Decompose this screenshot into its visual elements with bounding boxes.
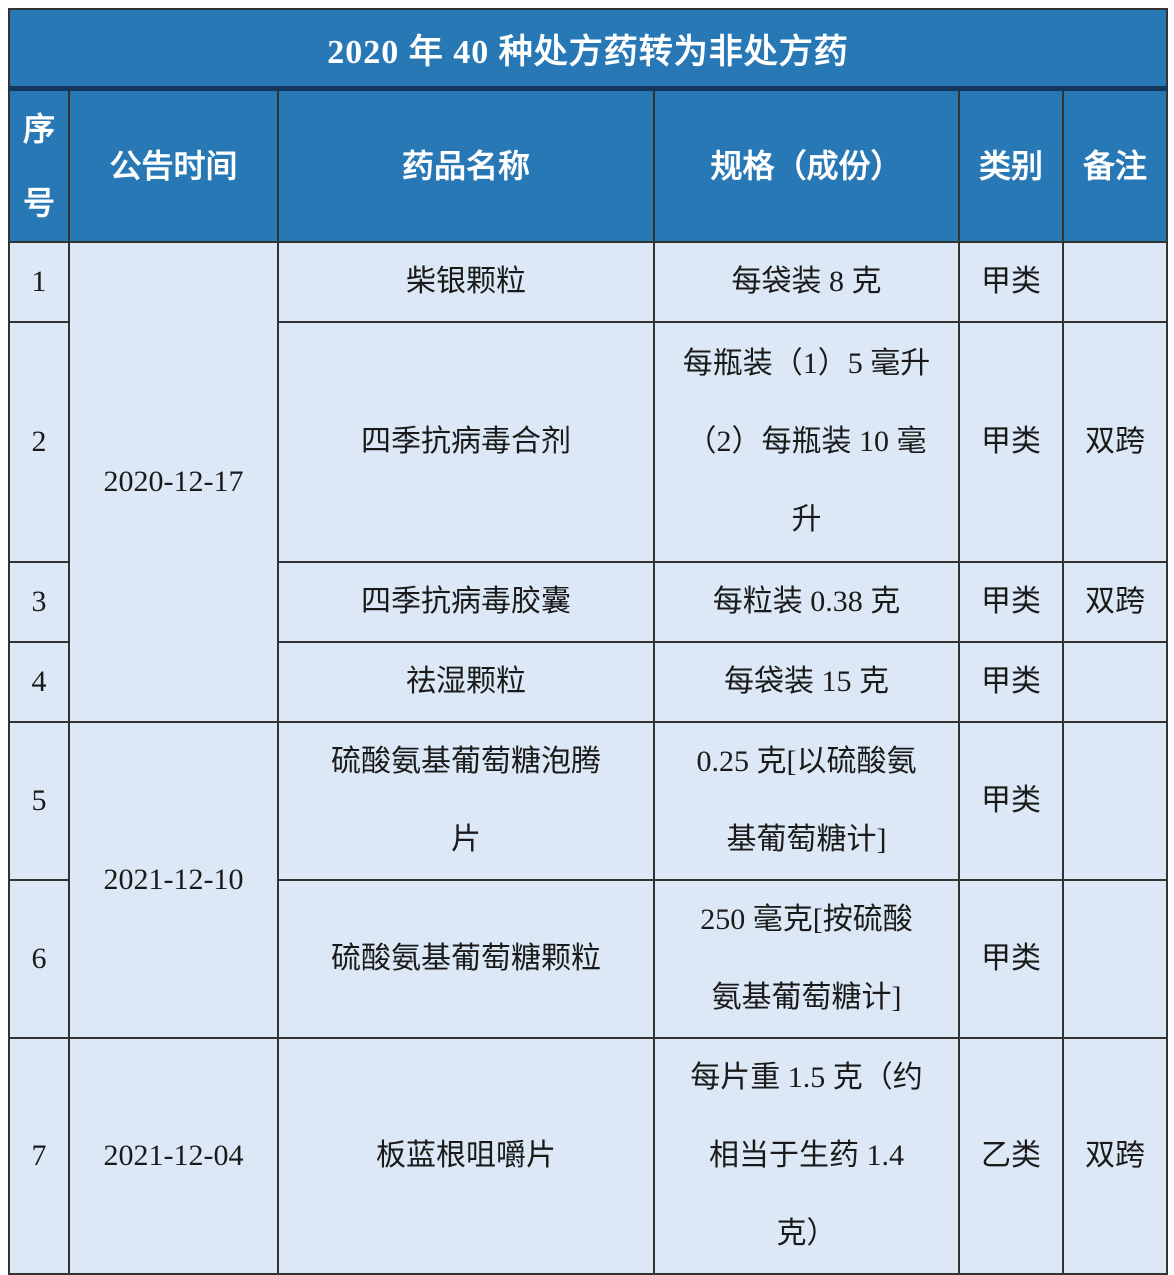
cell-category: 乙类 (958, 1037, 1064, 1275)
table-row: 5 2021-12-10 硫酸氨基葡萄糖泡腾 片 0.25 克[以硫酸氨 基葡萄… (8, 721, 1168, 1039)
cell-spec: 0.25 克[以硫酸氨 基葡萄糖计] (653, 721, 960, 881)
cell-note (1062, 241, 1168, 323)
col-header-date: 公告时间 (68, 87, 279, 243)
col-header-category: 类别 (958, 87, 1064, 243)
cell-seq: 2 (8, 321, 70, 563)
cell-drug-name: 板蓝根咀嚼片 (277, 1037, 655, 1275)
table-row: 7 2021-12-04 板蓝根咀嚼片 每片重 1.5 克（约 相当于生药 1.… (8, 1037, 1168, 1275)
table-header-row: 序 号 公告时间 药品名称 规格（成份） 类别 备注 (8, 87, 1168, 243)
cell-drug-name: 祛湿颗粒 (277, 641, 655, 723)
table-row: 4 祛湿颗粒 每袋装 15 克 甲类 (8, 641, 1168, 723)
table-row: 2 四季抗病毒合剂 每瓶装（1）5 毫升 （2）每瓶装 10 毫 升 甲类 双跨 (8, 321, 1168, 563)
cell-seq: 4 (8, 641, 70, 723)
cell-category: 甲类 (958, 879, 1064, 1039)
cell-date: 2021-12-04 (68, 1037, 279, 1275)
col-header-name: 药品名称 (277, 87, 655, 243)
col-header-spec: 规格（成份） (653, 87, 960, 243)
cell-note (1062, 641, 1168, 723)
cell-date-merged: 2021-12-10 (68, 721, 279, 1039)
cell-category: 甲类 (958, 641, 1064, 723)
cell-seq: 5 (8, 721, 70, 881)
cell-drug-name: 四季抗病毒合剂 (277, 321, 655, 563)
cell-seq: 1 (8, 241, 70, 323)
otc-conversion-table: 2020 年 40 种处方药转为非处方药 序 号 公告时间 药品名称 规格（成份… (8, 8, 1168, 1275)
cell-note (1062, 879, 1168, 1039)
table-title-row: 2020 年 40 种处方药转为非处方药 (8, 8, 1168, 91)
table-row: 6 硫酸氨基葡萄糖颗粒 250 毫克[按硫酸 氨基葡萄糖计] 甲类 (8, 879, 1168, 1039)
col-header-seq: 序 号 (8, 87, 70, 243)
cell-seq: 6 (8, 879, 70, 1039)
cell-seq: 7 (8, 1037, 70, 1275)
cell-category: 甲类 (958, 321, 1064, 563)
cell-note: 双跨 (1062, 561, 1168, 643)
cell-drug-name: 柴银颗粒 (277, 241, 655, 323)
cell-drug-name: 四季抗病毒胶囊 (277, 561, 655, 643)
cell-drug-name: 硫酸氨基葡萄糖颗粒 (277, 879, 655, 1039)
table-title: 2020 年 40 种处方药转为非处方药 (8, 8, 1168, 91)
col-header-note: 备注 (1062, 87, 1168, 243)
table-row: 3 四季抗病毒胶囊 每粒装 0.38 克 甲类 双跨 (8, 561, 1168, 643)
cell-date-merged: 2020-12-17 (68, 241, 279, 723)
cell-spec: 每袋装 8 克 (653, 241, 960, 323)
cell-drug-name: 硫酸氨基葡萄糖泡腾 片 (277, 721, 655, 881)
cell-spec: 每粒装 0.38 克 (653, 561, 960, 643)
cell-seq: 3 (8, 561, 70, 643)
cell-note: 双跨 (1062, 321, 1168, 563)
cell-category: 甲类 (958, 561, 1064, 643)
cell-spec: 每袋装 15 克 (653, 641, 960, 723)
cell-category: 甲类 (958, 721, 1064, 881)
cell-category: 甲类 (958, 241, 1064, 323)
cell-spec: 250 毫克[按硫酸 氨基葡萄糖计] (653, 879, 960, 1039)
cell-note (1062, 721, 1168, 881)
cell-note: 双跨 (1062, 1037, 1168, 1275)
table-row: 1 2020-12-17 柴银颗粒 每袋装 8 克 甲类 (8, 241, 1168, 723)
cell-spec: 每瓶装（1）5 毫升 （2）每瓶装 10 毫 升 (653, 321, 960, 563)
cell-spec: 每片重 1.5 克（约 相当于生药 1.4 克） (653, 1037, 960, 1275)
